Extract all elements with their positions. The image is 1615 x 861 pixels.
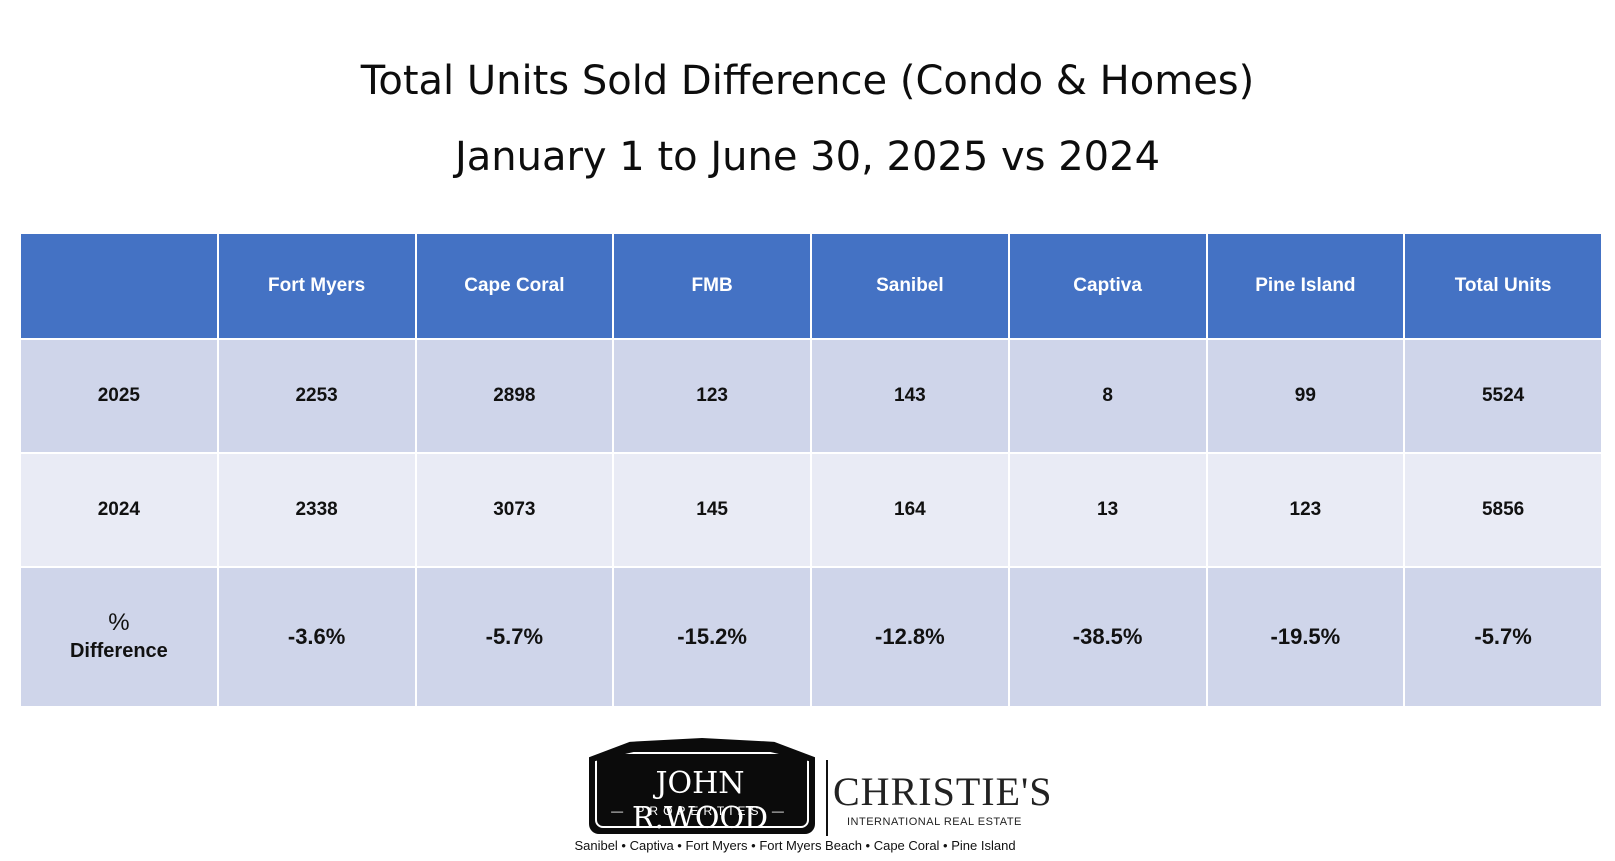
table-cell: 8 (1007, 338, 1208, 454)
units-sold-table: Fort Myers Cape Coral FMB Sanibel Captiv… (19, 232, 1603, 708)
table-cell: 2898 (414, 338, 615, 454)
table-cell: 3073 (414, 452, 615, 568)
table-cell: -5.7% (1403, 566, 1603, 708)
table-cell: 123 (612, 338, 812, 454)
table-header-row: Fort Myers Cape Coral FMB Sanibel Captiv… (19, 232, 1603, 340)
column-header: Cape Coral (414, 232, 615, 340)
row-label-line2: Difference (69, 640, 168, 662)
row-label: 2025 (19, 338, 219, 454)
table-cell: 5856 (1403, 452, 1603, 568)
row-label-line1: % (108, 609, 130, 636)
table-cell: -12.8% (810, 566, 1010, 708)
table-row: 2024 2338 3073 145 164 13 123 5856 (19, 452, 1603, 568)
page-title: Total Units Sold Difference (Condo & Hom… (360, 58, 1255, 104)
locations-line: Sanibel • Captiva • Fort Myers • Fort My… (574, 838, 1016, 853)
properties-wordmark: — PROPERTIES — (611, 804, 789, 818)
column-header: Fort Myers (216, 232, 417, 340)
row-label: % Difference (19, 566, 219, 708)
table-cell: 2253 (216, 338, 417, 454)
table-row: 2025 2253 2898 123 143 8 99 5524 (19, 338, 1603, 454)
table-cell: 13 (1007, 452, 1208, 568)
john-r-wood-wordmark: JOHN R.WOOD (631, 766, 769, 836)
logo-divider (826, 760, 828, 836)
table-cell: 2338 (216, 452, 417, 568)
table-cell: -38.5% (1007, 566, 1208, 708)
table-cell: -3.6% (216, 566, 417, 708)
table-row: % Difference -3.6% -5.7% -15.2% -12.8% -… (19, 566, 1603, 708)
christies-wordmark: CHRISTIE'S (833, 769, 1053, 814)
column-header: Sanibel (810, 232, 1010, 340)
table-cell: 164 (810, 452, 1010, 568)
john-r-wood-logo (589, 738, 815, 834)
table-cell: 145 (612, 452, 812, 568)
table-cell: 123 (1205, 452, 1406, 568)
table-cell: -5.7% (414, 566, 615, 708)
row-label: 2024 (19, 452, 219, 568)
column-header: Captiva (1007, 232, 1208, 340)
table-cell: 5524 (1403, 338, 1603, 454)
column-header: Pine Island (1205, 232, 1406, 340)
column-header: Total Units (1403, 232, 1603, 340)
table-cell: 99 (1205, 338, 1406, 454)
page-subtitle: January 1 to June 30, 2025 vs 2024 (454, 134, 1161, 180)
brand-logo: JOHN R.WOOD — PROPERTIES — CHRISTIE'S IN… (585, 738, 1051, 856)
table-cell: -19.5% (1205, 566, 1406, 708)
table-cell: 143 (810, 338, 1010, 454)
table-cell: -15.2% (612, 566, 812, 708)
table-corner-cell (19, 232, 219, 340)
christies-subtitle: INTERNATIONAL REAL ESTATE (847, 816, 1022, 828)
column-header: FMB (612, 232, 812, 340)
